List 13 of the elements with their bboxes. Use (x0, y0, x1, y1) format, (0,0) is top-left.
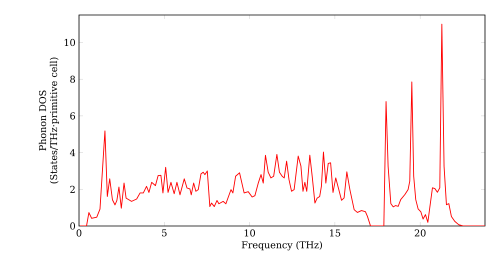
y-tick-label: 2 (70, 186, 75, 193)
y-axis-title: Phonon DOS (States/THz·primitive cell) (38, 58, 60, 184)
x-axis-title: Frequency (THz) (242, 241, 322, 250)
x-tick-label: 0 (76, 229, 82, 237)
x-tick-label: 15 (330, 229, 340, 237)
y-tick-label: 4 (70, 149, 76, 156)
y-tick-label: 10 (64, 38, 76, 46)
x-tick-label: 20 (414, 229, 426, 237)
y-tick-label: 8 (70, 76, 76, 83)
y-tick-label: 0 (70, 222, 76, 230)
y-tick-label: 6 (70, 112, 76, 120)
x-tick-label: 10 (244, 229, 255, 237)
x-tick-label: 5 (162, 229, 167, 236)
